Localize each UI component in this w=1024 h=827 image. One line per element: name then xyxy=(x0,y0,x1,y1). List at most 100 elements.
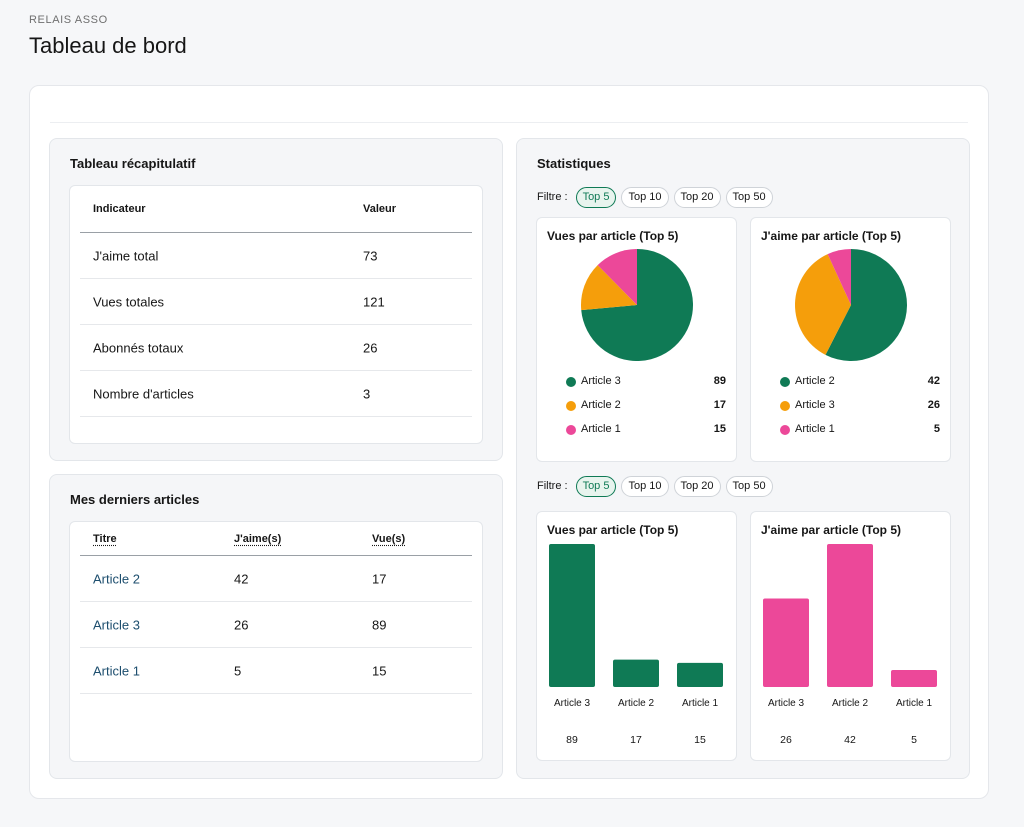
filter-chip-top10[interactable]: Top 10 xyxy=(621,186,669,208)
indicator-value: 73 xyxy=(363,248,378,263)
indicator-value: 121 xyxy=(363,294,385,309)
chart-legend: Article 3 89 Article 2 17 Article 1 15 xyxy=(555,371,726,443)
indicator-label: Vues totales xyxy=(93,294,165,309)
column-header-vues[interactable]: Vue(s) xyxy=(372,532,406,545)
legend-label: Article 1 xyxy=(581,423,621,435)
brand-eyebrow: RELAIS ASSO xyxy=(29,14,108,26)
legend-label: Article 3 xyxy=(795,399,835,411)
bar-category-label: Article 2 xyxy=(618,698,655,709)
article-views: 15 xyxy=(372,663,387,678)
indicator-label: Abonnés totaux xyxy=(93,340,184,355)
filter-chip-top5[interactable]: Top 5 xyxy=(575,186,617,208)
legend-value: 15 xyxy=(713,423,726,435)
bar-article-3[interactable] xyxy=(763,598,809,687)
legend-item: Article 3 26 xyxy=(769,395,940,419)
legend-value: 26 xyxy=(927,399,940,411)
article-link[interactable]: Article 2 xyxy=(93,571,140,586)
filter-chip-top50[interactable]: Top 50 xyxy=(725,475,773,497)
bar-article-3[interactable] xyxy=(549,544,595,687)
bar-article-1[interactable] xyxy=(677,662,723,687)
pie-chart-card-likes: J'aime par article (Top 5) Article 2 42 Ar… xyxy=(750,217,951,462)
bar-chart-views: Article 3 89 Article 2 17 Article 1 15 xyxy=(549,544,723,746)
legend-label: Article 1 xyxy=(795,423,835,435)
pie-slice-article-3[interactable] xyxy=(581,249,693,361)
legend-swatch xyxy=(780,401,790,411)
filter-chip-top20[interactable]: Top 20 xyxy=(673,475,721,497)
dashboard-card: Tableau récapitulatif Indicateur Valeur … xyxy=(29,85,989,799)
article-likes: 5 xyxy=(234,663,242,678)
legend-swatch xyxy=(780,425,790,435)
bar-article-2[interactable] xyxy=(827,544,873,687)
bar-category-label: Article 3 xyxy=(554,698,591,709)
chart-title: J'aime par article (Top 5) xyxy=(761,229,902,243)
bar-article-1[interactable] xyxy=(891,669,937,687)
filter-chip-top5[interactable]: Top 5 xyxy=(575,475,617,497)
bar-value-label: 42 xyxy=(844,734,856,746)
articles-table-header: Titre J'aime(s) Vue(s) xyxy=(80,522,472,556)
summary-table-header: Indicateur Valeur xyxy=(80,186,472,233)
legend-item: Article 1 15 xyxy=(555,419,726,443)
filter-bar-pie: Filtre : Top 5 Top 10 Top 20 Top 50 xyxy=(537,186,773,208)
bar-value-label: 15 xyxy=(694,734,706,746)
card-divider xyxy=(50,122,968,123)
pie-slice-article-3[interactable] xyxy=(795,254,851,355)
bar-value-label: 26 xyxy=(780,734,792,746)
indicator-value: 26 xyxy=(363,340,378,355)
legend-item: Article 2 17 xyxy=(555,395,726,419)
bar-value-label: 5 xyxy=(911,734,917,746)
articles-table-card: Titre J'aime(s) Vue(s) Article 2 42 17 A… xyxy=(69,521,483,762)
bar-category-label: Article 1 xyxy=(896,698,933,709)
table-row: Article 3 26 89 xyxy=(80,602,472,648)
column-header-titre[interactable]: Titre xyxy=(93,532,117,545)
column-header-jaime[interactable]: J'aime(s) xyxy=(234,532,282,545)
pie-slice-article-1[interactable] xyxy=(827,249,851,305)
filter-label: Filtre : xyxy=(537,191,568,203)
pie-slice-article-2[interactable] xyxy=(581,265,637,311)
article-likes: 42 xyxy=(234,571,249,586)
table-row: Article 1 5 15 xyxy=(80,648,472,694)
article-views: 17 xyxy=(372,571,387,586)
table-row: Abonnés totaux 26 xyxy=(80,325,472,371)
column-header-indicateur: Indicateur xyxy=(93,203,146,215)
legend-value: 17 xyxy=(713,399,726,411)
bar-value-label: 89 xyxy=(566,734,578,746)
article-views: 89 xyxy=(372,617,387,632)
bar-category-label: Article 1 xyxy=(682,698,719,709)
legend-item: Article 2 42 xyxy=(769,371,940,395)
pie-slice-article-2[interactable] xyxy=(825,249,907,361)
article-link[interactable]: Article 1 xyxy=(93,663,140,678)
summary-title: Tableau récapitulatif xyxy=(70,156,196,171)
bar-chart-likes: Article 3 26 Article 2 42 Article 1 5 xyxy=(763,544,937,746)
bar-category-label: Article 2 xyxy=(832,698,869,709)
chart-title: J'aime par article (Top 5) xyxy=(761,523,902,537)
table-row: J'aime total 73 xyxy=(80,233,472,279)
article-likes: 26 xyxy=(234,617,249,632)
bar-category-label: Article 3 xyxy=(768,698,805,709)
filter-chip-top20[interactable]: Top 20 xyxy=(673,186,721,208)
pie-chart-card-views: Vues par article (Top 5) Article 3 89 Arti… xyxy=(536,217,737,462)
table-row: Article 2 42 17 xyxy=(80,556,472,602)
table-row: Nombre d'articles 3 xyxy=(80,371,472,417)
legend-swatch xyxy=(780,377,790,387)
legend-value: 42 xyxy=(927,375,940,387)
articles-panel: Mes derniers articles Titre J'aime(s) Vu… xyxy=(49,474,503,779)
bar-chart-card-views: Vues par article (Top 5) Article 3 89 Arti… xyxy=(536,511,737,761)
table-row: Vues totales 121 xyxy=(80,279,472,325)
summary-panel: Tableau récapitulatif Indicateur Valeur … xyxy=(49,138,503,461)
chart-legend: Article 2 42 Article 3 26 Article 1 5 xyxy=(769,371,940,443)
summary-table-card: Indicateur Valeur J'aime total 73 Vues t… xyxy=(69,185,483,444)
legend-label: Article 3 xyxy=(581,375,621,387)
legend-item: Article 1 5 xyxy=(769,419,940,443)
articles-title: Mes derniers articles xyxy=(70,492,200,507)
articles-table: Titre J'aime(s) Vue(s) Article 2 42 17 A… xyxy=(80,522,472,694)
pie-chart-views xyxy=(581,249,693,361)
filter-chip-top10[interactable]: Top 10 xyxy=(621,475,669,497)
legend-swatch xyxy=(566,401,576,411)
pie-slice-article-1[interactable] xyxy=(597,249,637,305)
filter-label: Filtre : xyxy=(537,480,568,492)
statistics-title: Statistiques xyxy=(537,156,611,171)
chart-title: Vues par article (Top 5) xyxy=(547,229,679,243)
bar-article-2[interactable] xyxy=(613,659,659,687)
filter-chip-top50[interactable]: Top 50 xyxy=(725,186,773,208)
article-link[interactable]: Article 3 xyxy=(93,617,140,632)
